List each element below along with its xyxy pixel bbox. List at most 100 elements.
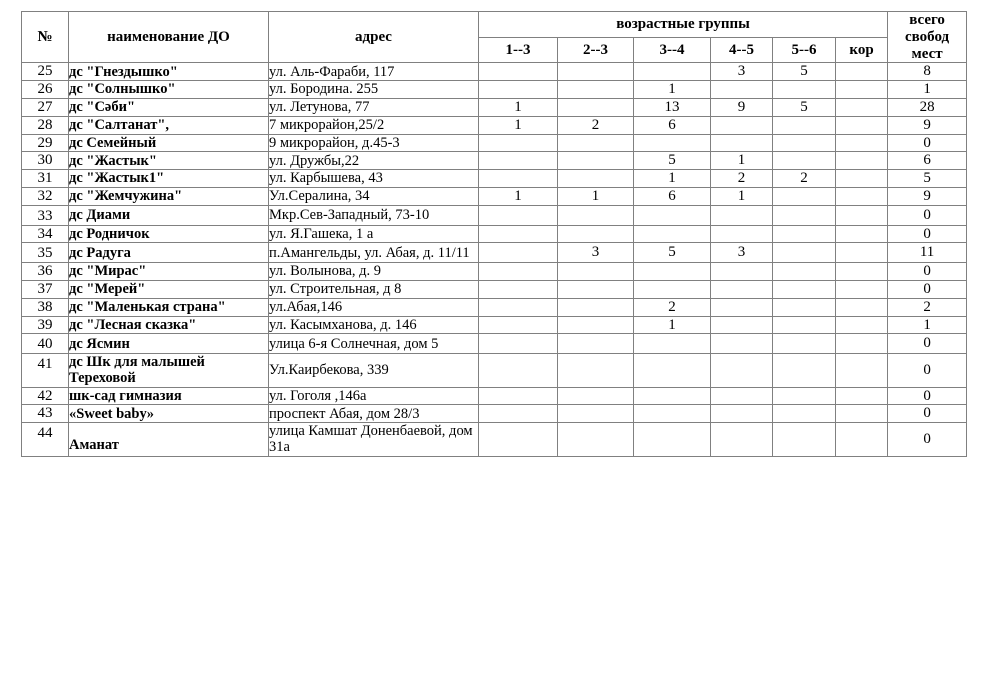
table-row: 37 дс "Мерей" ул. Строительная, д 8 0 <box>21 279 968 299</box>
cell-age-5-6 <box>772 353 836 388</box>
cell-age-3-4 <box>633 404 711 424</box>
cell-correctional <box>834 333 889 355</box>
cell-correctional <box>834 133 889 153</box>
cell-number: 31 <box>21 169 69 188</box>
cell-total-free-places: 0 <box>887 204 968 226</box>
cell-age-1-3 <box>478 224 558 244</box>
table-row: 33 дс Диами Мкр.Сев-Западный, 73-10 0 <box>21 204 968 226</box>
cell-age-2-3 <box>557 133 634 153</box>
cell-age-1-3 <box>478 80 558 99</box>
cell-age-1-3 <box>478 204 558 226</box>
cell-number: 34 <box>21 224 69 244</box>
cell-correctional <box>834 80 889 99</box>
cell-age-4-5 <box>710 315 773 335</box>
cell-correctional <box>834 262 889 281</box>
cell-age-3-4 <box>633 353 711 388</box>
cell-number: 42 <box>21 386 69 406</box>
cell-institution-name: дс "Маленькая страна" <box>68 297 269 317</box>
table-row: 42 шк-сад гимназия ул. Гоголя ,146а 0 <box>21 386 968 406</box>
cell-age-4-5 <box>710 224 773 244</box>
cell-number: 30 <box>21 151 69 171</box>
cell-age-3-4 <box>633 224 711 244</box>
cell-age-2-3: 2 <box>557 115 634 135</box>
cell-number: 26 <box>21 80 69 99</box>
column-header-name: наименование ДО <box>68 10 269 64</box>
cell-total-free-places: 1 <box>887 80 968 99</box>
cell-total-free-places: 0 <box>887 353 968 388</box>
cell-number: 33 <box>21 204 69 226</box>
cell-age-1-3 <box>478 242 558 264</box>
cell-age-4-5 <box>710 262 773 281</box>
cell-age-2-3 <box>557 151 634 171</box>
cell-address: ул. Бородина. 255 <box>268 80 479 99</box>
cell-age-5-6 <box>772 333 836 355</box>
cell-age-2-3 <box>557 353 634 388</box>
column-header-age-groups: возрастные группы <box>477 11 889 38</box>
cell-age-2-3 <box>557 62 634 82</box>
cell-age-1-3 <box>478 404 558 424</box>
cell-age-1-3 <box>478 169 558 188</box>
table-row: 38 дс "Маленькая страна" ул.Абая,146 2 2 <box>21 297 968 317</box>
cell-number: 28 <box>21 115 69 135</box>
kindergarten-vacancies-table: № наименование ДО адрес возрастные групп… <box>21 10 968 457</box>
cell-number: 37 <box>21 279 69 299</box>
cell-number: 43 <box>21 404 69 424</box>
column-header-number: № <box>21 10 69 64</box>
column-header-age-4-5: 4--5 <box>710 36 773 64</box>
cell-age-1-3 <box>478 353 558 388</box>
cell-institution-name: дс Радуга <box>68 242 269 264</box>
cell-total-free-places: 2 <box>887 297 968 317</box>
cell-address: Ул.Сералина, 34 <box>268 186 479 206</box>
table-header: № наименование ДО адрес возрастные групп… <box>21 10 968 64</box>
cell-age-4-5: 1 <box>710 186 773 206</box>
cell-age-1-3 <box>478 333 558 355</box>
cell-age-2-3 <box>557 169 634 188</box>
cell-age-5-6 <box>772 279 836 299</box>
cell-age-2-3 <box>557 422 634 457</box>
cell-age-4-5 <box>710 297 773 317</box>
cell-address: ул. Гоголя ,146а <box>268 386 479 406</box>
cell-age-1-3 <box>478 422 558 457</box>
cell-age-4-5 <box>710 353 773 388</box>
cell-correctional <box>834 242 889 264</box>
cell-institution-name: дс "Мерей" <box>68 279 269 299</box>
cell-age-1-3 <box>478 133 558 153</box>
cell-address: ул. Аль-Фараби, 117 <box>268 62 479 82</box>
cell-age-3-4: 1 <box>633 80 711 99</box>
cell-number: 36 <box>21 262 69 281</box>
cell-address: ул. Касымханова, д. 146 <box>268 315 479 335</box>
cell-age-2-3 <box>557 315 634 335</box>
cell-age-5-6 <box>772 386 836 406</box>
cell-age-4-5: 1 <box>710 151 773 171</box>
cell-age-1-3 <box>478 315 558 335</box>
cell-institution-name: дс Шк для малышей Тереховой <box>68 353 269 388</box>
cell-age-1-3 <box>478 386 558 406</box>
cell-age-5-6 <box>772 422 836 457</box>
cell-age-3-4 <box>633 133 711 153</box>
cell-age-5-6 <box>772 186 836 206</box>
cell-age-1-3 <box>478 297 558 317</box>
cell-total-free-places: 1 <box>887 315 968 335</box>
cell-institution-name: дс "Солнышко" <box>68 80 269 99</box>
cell-age-2-3 <box>557 404 634 424</box>
cell-age-3-4 <box>633 62 711 82</box>
cell-age-4-5: 3 <box>710 242 773 264</box>
cell-correctional <box>834 115 889 135</box>
cell-address: улица Камшат Доненбаевой, дом 31а <box>268 422 479 457</box>
cell-age-1-3: 1 <box>478 115 558 135</box>
cell-age-5-6 <box>772 224 836 244</box>
cell-correctional <box>834 169 889 188</box>
cell-age-1-3 <box>478 151 558 171</box>
cell-correctional <box>834 353 889 388</box>
cell-correctional <box>834 422 889 457</box>
cell-correctional <box>834 186 889 206</box>
cell-age-1-3: 1 <box>478 186 558 206</box>
cell-total-free-places: 11 <box>887 242 968 264</box>
table-row: 43 «Sweet baby» проспект Абая, дом 28/3 0 <box>21 404 968 424</box>
cell-institution-name: дс "Салтанат", <box>68 115 269 135</box>
cell-institution-name: дс "Сәби" <box>68 97 269 117</box>
cell-age-2-3 <box>557 297 634 317</box>
cell-correctional <box>834 204 889 226</box>
cell-institution-name: дс "Жастык1" <box>68 169 269 188</box>
cell-institution-name: дс Диами <box>68 204 269 226</box>
